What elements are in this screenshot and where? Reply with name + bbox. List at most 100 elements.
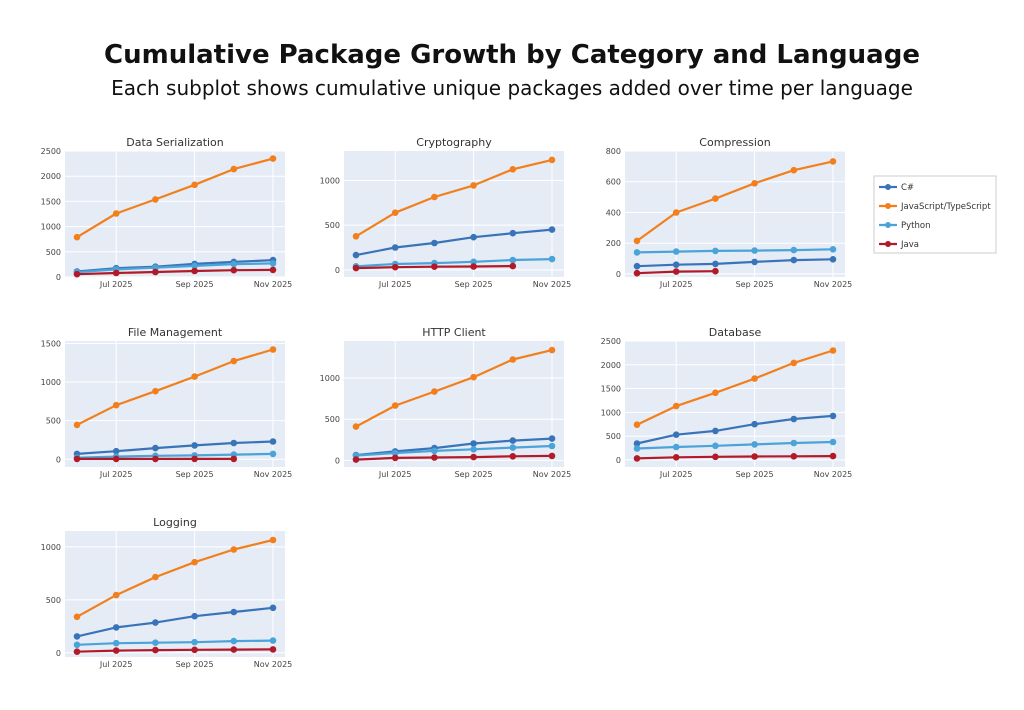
- legend-box: [873, 175, 997, 254]
- data-point-c: [712, 427, 719, 435]
- y-tick-label: 0: [335, 456, 340, 465]
- x-tick-label: Sep 2025: [176, 660, 214, 669]
- plot-area: [344, 341, 564, 467]
- data-point-javascript-typescript: [829, 158, 837, 165]
- y-tick-label: 500: [46, 596, 61, 605]
- data-point-python: [712, 247, 719, 255]
- plot-area: [65, 151, 285, 277]
- data-point-python: [672, 248, 680, 255]
- plot-area: [344, 151, 564, 277]
- series-line-python: [355, 444, 553, 457]
- data-point-python: [751, 441, 758, 448]
- data-point-c: [548, 435, 556, 442]
- data-point-c: [230, 608, 238, 616]
- data-point-javascript-typescript: [431, 388, 438, 395]
- x-tick-label: Sep 2025: [736, 470, 774, 479]
- data-point-java: [152, 455, 159, 463]
- subplot-title: Cryptography: [416, 136, 492, 149]
- legend-marker-c: [885, 184, 891, 190]
- data-point-java: [751, 453, 758, 460]
- series-line-c: [76, 440, 274, 455]
- y-tick-label: 1500: [41, 339, 61, 348]
- data-point-java: [790, 453, 798, 460]
- data-point-java: [470, 453, 477, 461]
- data-point-java: [112, 269, 120, 277]
- data-point-python: [191, 638, 198, 646]
- x-tick-label: Jul 2025: [378, 470, 412, 479]
- data-point-java: [672, 268, 680, 275]
- data-point-java: [633, 455, 641, 462]
- series-line-python: [76, 639, 274, 646]
- series-line-javascript-typescript: [76, 538, 274, 618]
- series-line-c: [355, 437, 553, 457]
- data-point-javascript-typescript: [152, 573, 159, 581]
- data-point-javascript-typescript: [269, 536, 277, 544]
- data-point-javascript-typescript: [633, 421, 641, 429]
- series-line-python: [636, 248, 834, 254]
- data-point-javascript-typescript: [112, 591, 120, 599]
- subplot-title: HTTP Client: [422, 326, 486, 339]
- data-point-javascript-typescript: [152, 196, 159, 203]
- series-line-javascript-typescript: [76, 348, 274, 426]
- plot-area: [65, 531, 285, 657]
- series-line-python: [636, 440, 834, 450]
- data-point-c: [751, 258, 758, 266]
- legend-marker-java: [885, 241, 891, 247]
- data-point-c: [829, 255, 837, 263]
- data-point-java: [230, 646, 238, 653]
- data-point-c: [470, 233, 477, 241]
- data-point-c: [431, 239, 438, 247]
- data-point-python: [470, 446, 477, 453]
- data-point-java: [73, 648, 81, 655]
- data-point-javascript-typescript: [509, 166, 517, 173]
- data-point-python: [230, 637, 238, 645]
- data-point-javascript-typescript: [751, 180, 758, 187]
- data-point-python: [548, 442, 556, 450]
- data-point-javascript-typescript: [431, 193, 438, 201]
- data-point-java: [509, 262, 517, 270]
- y-tick-label: 500: [46, 248, 61, 257]
- data-point-c: [269, 604, 277, 612]
- data-point-javascript-typescript: [73, 421, 81, 429]
- series-line-java: [76, 648, 274, 653]
- data-point-javascript-typescript: [712, 195, 719, 202]
- x-tick-label: Jul 2025: [99, 470, 133, 479]
- x-tick-label: Jul 2025: [378, 280, 412, 289]
- data-point-javascript-typescript: [73, 613, 81, 621]
- y-tick-label: 2500: [601, 337, 621, 346]
- data-point-java: [633, 269, 641, 277]
- data-point-java: [672, 454, 680, 461]
- data-point-javascript-typescript: [191, 558, 198, 566]
- data-point-python: [269, 260, 277, 267]
- series-line-python: [355, 258, 553, 268]
- y-tick-label: 1000: [41, 378, 61, 387]
- x-tick-label: Sep 2025: [176, 470, 214, 479]
- series-line-java: [355, 454, 553, 461]
- data-point-java: [191, 646, 198, 654]
- series-line-java: [636, 455, 834, 460]
- data-point-python: [712, 442, 719, 450]
- data-point-java: [548, 452, 556, 460]
- x-tick-label: Sep 2025: [455, 470, 493, 479]
- series-line-java: [76, 268, 274, 276]
- data-point-java: [230, 455, 238, 463]
- y-tick-label: 500: [46, 417, 61, 426]
- legend-label-javascript-typescript: JavaScript/TypeScript: [900, 202, 991, 212]
- data-point-javascript-typescript: [633, 237, 641, 245]
- plot-area: [625, 151, 845, 277]
- data-point-javascript-typescript: [230, 357, 238, 365]
- data-point-java: [73, 270, 81, 278]
- series-line-c: [636, 414, 834, 445]
- data-point-javascript-typescript: [191, 181, 198, 189]
- data-point-java: [73, 455, 81, 463]
- y-tick-label: 0: [616, 456, 621, 465]
- x-tick-label: Jul 2025: [99, 280, 133, 289]
- data-point-java: [112, 647, 120, 654]
- data-point-java: [431, 454, 438, 461]
- data-point-java: [152, 646, 159, 654]
- data-point-c: [633, 440, 641, 447]
- y-tick-label: 0: [56, 273, 61, 282]
- subplot-file-management: Jul 2025 Sep 2025 Nov 2025 0 500 1000 1500 File…: [41, 326, 293, 479]
- data-point-python: [112, 639, 120, 647]
- data-point-java: [829, 452, 837, 460]
